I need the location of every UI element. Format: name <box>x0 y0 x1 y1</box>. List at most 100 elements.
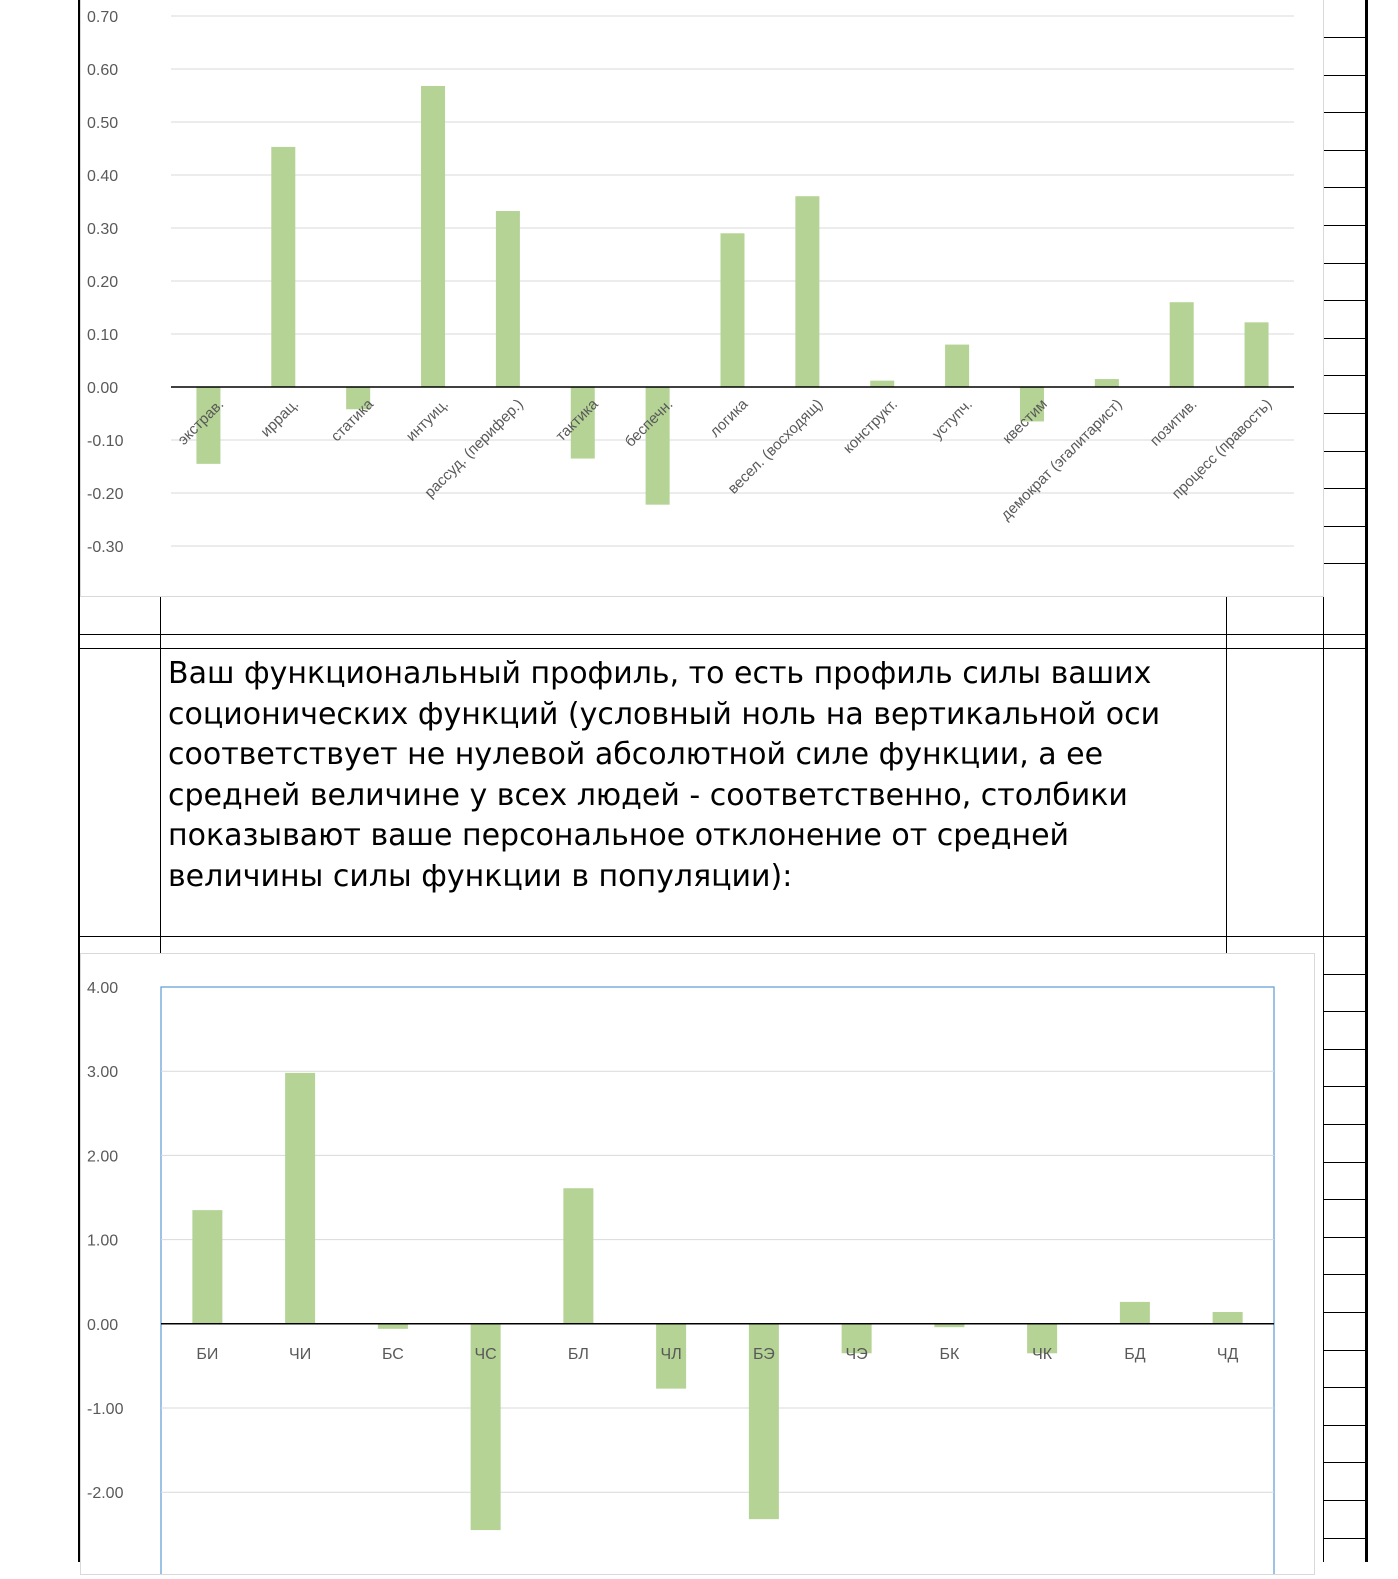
sheet-row-line <box>1323 187 1368 188</box>
y-tick-label: 0.30 <box>87 221 118 238</box>
x-tick-label: логика <box>707 395 752 440</box>
y-tick-label: 0.10 <box>87 327 118 344</box>
sheet-row-line <box>1323 338 1368 339</box>
sheet-row-line <box>1323 451 1368 452</box>
y-tick-label: 1.00 <box>87 1233 118 1250</box>
y-tick-label: 0.50 <box>87 115 118 132</box>
y-tick-label: -0.30 <box>87 539 124 556</box>
plot-area <box>160 986 1275 1579</box>
y-tick-label: -2.00 <box>87 1485 124 1502</box>
x-tick-label: БИ <box>196 1346 218 1363</box>
y-tick-label: 0.60 <box>87 62 118 79</box>
bar <box>421 85 446 388</box>
x-tick-label: демократ (эгалитарист) <box>998 396 1126 524</box>
bar <box>748 1323 779 1520</box>
sheet-row-line <box>1323 413 1368 414</box>
bar <box>795 196 820 387</box>
y-tick-label: 0.40 <box>87 168 118 185</box>
sheet-row-line <box>1323 1124 1368 1125</box>
sheet-border-left <box>78 0 80 1562</box>
sheet-row-line <box>1323 1199 1368 1200</box>
x-tick-label: уступч. <box>929 396 976 443</box>
sheet-row-line <box>1323 563 1368 564</box>
chart-functions[interactable]: 4.00 3.00 2.00 1.00 0.00 -1.00 -2.00 БИ ЧИ БС ЧС БЛ… <box>80 953 1315 1579</box>
sheet-row-line <box>1323 1011 1368 1012</box>
sheet-row-line <box>1323 974 1368 975</box>
x-tick-label: ЧД <box>1217 1346 1239 1363</box>
x-tick-label: ЧИ <box>289 1346 311 1363</box>
x-tick-label: позитив. <box>1147 396 1201 450</box>
x-tick-label: БД <box>1124 1346 1146 1363</box>
y-tick-label: -0.10 <box>87 433 124 450</box>
x-tick-label: БК <box>939 1346 960 1363</box>
sheet-row-line <box>1323 1049 1368 1050</box>
sheet-row-line <box>1323 1086 1368 1087</box>
sheet-row-line <box>1323 1387 1368 1388</box>
bar <box>271 146 296 387</box>
bar <box>346 387 371 410</box>
chart-traits[interactable]: 0.70 0.60 0.50 0.40 0.30 0.20 0.10 0.00 -0.10 -0.… <box>80 0 1324 597</box>
x-tick-label: ЧЛ <box>661 1346 682 1363</box>
x-tick-label: интуиц. <box>403 396 452 445</box>
x-tick-label: ЧС <box>475 1346 497 1363</box>
x-tick-label: ЧК <box>1032 1346 1053 1363</box>
sheet-row-1 <box>78 634 1368 635</box>
x-tick-label: конструкт. <box>840 396 901 457</box>
sheet-row-line <box>1323 1237 1368 1238</box>
sheet-row-2 <box>78 648 1368 649</box>
sheet-row-line <box>1323 1350 1368 1351</box>
x-tick-label: БЛ <box>568 1346 589 1363</box>
x-tick-label: ЧЭ <box>846 1346 868 1363</box>
sheet-row-line <box>1323 1312 1368 1313</box>
bar <box>720 233 745 387</box>
bar <box>570 387 595 459</box>
bar <box>192 1210 223 1324</box>
profile-description: Ваш функциональный профиль, то есть проф… <box>168 656 1161 894</box>
y-tick-label: 4.00 <box>87 980 118 997</box>
sheet-row-line <box>1323 375 1368 376</box>
sheet-row-line <box>1323 263 1368 264</box>
y-tick-label: 3.00 <box>87 1064 118 1081</box>
sheet-column-line <box>1323 0 1324 1562</box>
sheet-border-right <box>1365 0 1368 1562</box>
sheet-row-line <box>1323 1162 1368 1163</box>
y-tick-label: 0.70 <box>87 9 118 26</box>
sheet-row-line <box>1323 1462 1368 1463</box>
sheet-row-line <box>1323 75 1368 76</box>
y-tick-label: 0.20 <box>87 274 118 291</box>
bar <box>841 1323 872 1354</box>
sheet-row-line <box>1323 150 1368 151</box>
sheet-col-c <box>1226 596 1227 956</box>
bar <box>563 1188 594 1324</box>
bar <box>1027 1323 1058 1354</box>
sheet-row-line <box>1323 526 1368 527</box>
sheet-row-line <box>1323 225 1368 226</box>
chart-traits-svg: 0.70 0.60 0.50 0.40 0.30 0.20 0.10 0.00 -0.10 -0.… <box>87 9 1294 556</box>
sheet-row-line <box>1323 488 1368 489</box>
bar <box>1169 302 1194 387</box>
y-tick-label: 0.00 <box>87 1317 118 1334</box>
bar <box>285 1072 316 1324</box>
sheet-row-3 <box>78 936 1368 937</box>
bar <box>1212 1312 1243 1324</box>
x-tick-label: БЭ <box>753 1346 775 1363</box>
bar <box>1094 379 1119 387</box>
sheet-row-line <box>1323 1425 1368 1426</box>
sheet-row-line <box>1323 1274 1368 1275</box>
sheet-row-line <box>1323 37 1368 38</box>
bar <box>1244 322 1269 387</box>
sheet-col-b <box>160 596 161 956</box>
x-tick-label: иррац. <box>257 396 302 441</box>
bar <box>945 344 970 387</box>
y-tick-label: 2.00 <box>87 1148 118 1165</box>
y-tick-label: 0.00 <box>87 380 118 397</box>
bar <box>1119 1301 1150 1324</box>
bar <box>377 1323 408 1329</box>
x-tick-label: БС <box>382 1346 404 1363</box>
sheet-row-line <box>1323 1500 1368 1501</box>
chart-functions-svg: 4.00 3.00 2.00 1.00 0.00 -1.00 -2.00 БИ ЧИ БС ЧС БЛ… <box>87 980 1275 1579</box>
bar <box>470 1323 501 1531</box>
bar <box>196 387 221 464</box>
bar <box>645 387 670 505</box>
y-tick-label: -1.00 <box>87 1401 124 1418</box>
